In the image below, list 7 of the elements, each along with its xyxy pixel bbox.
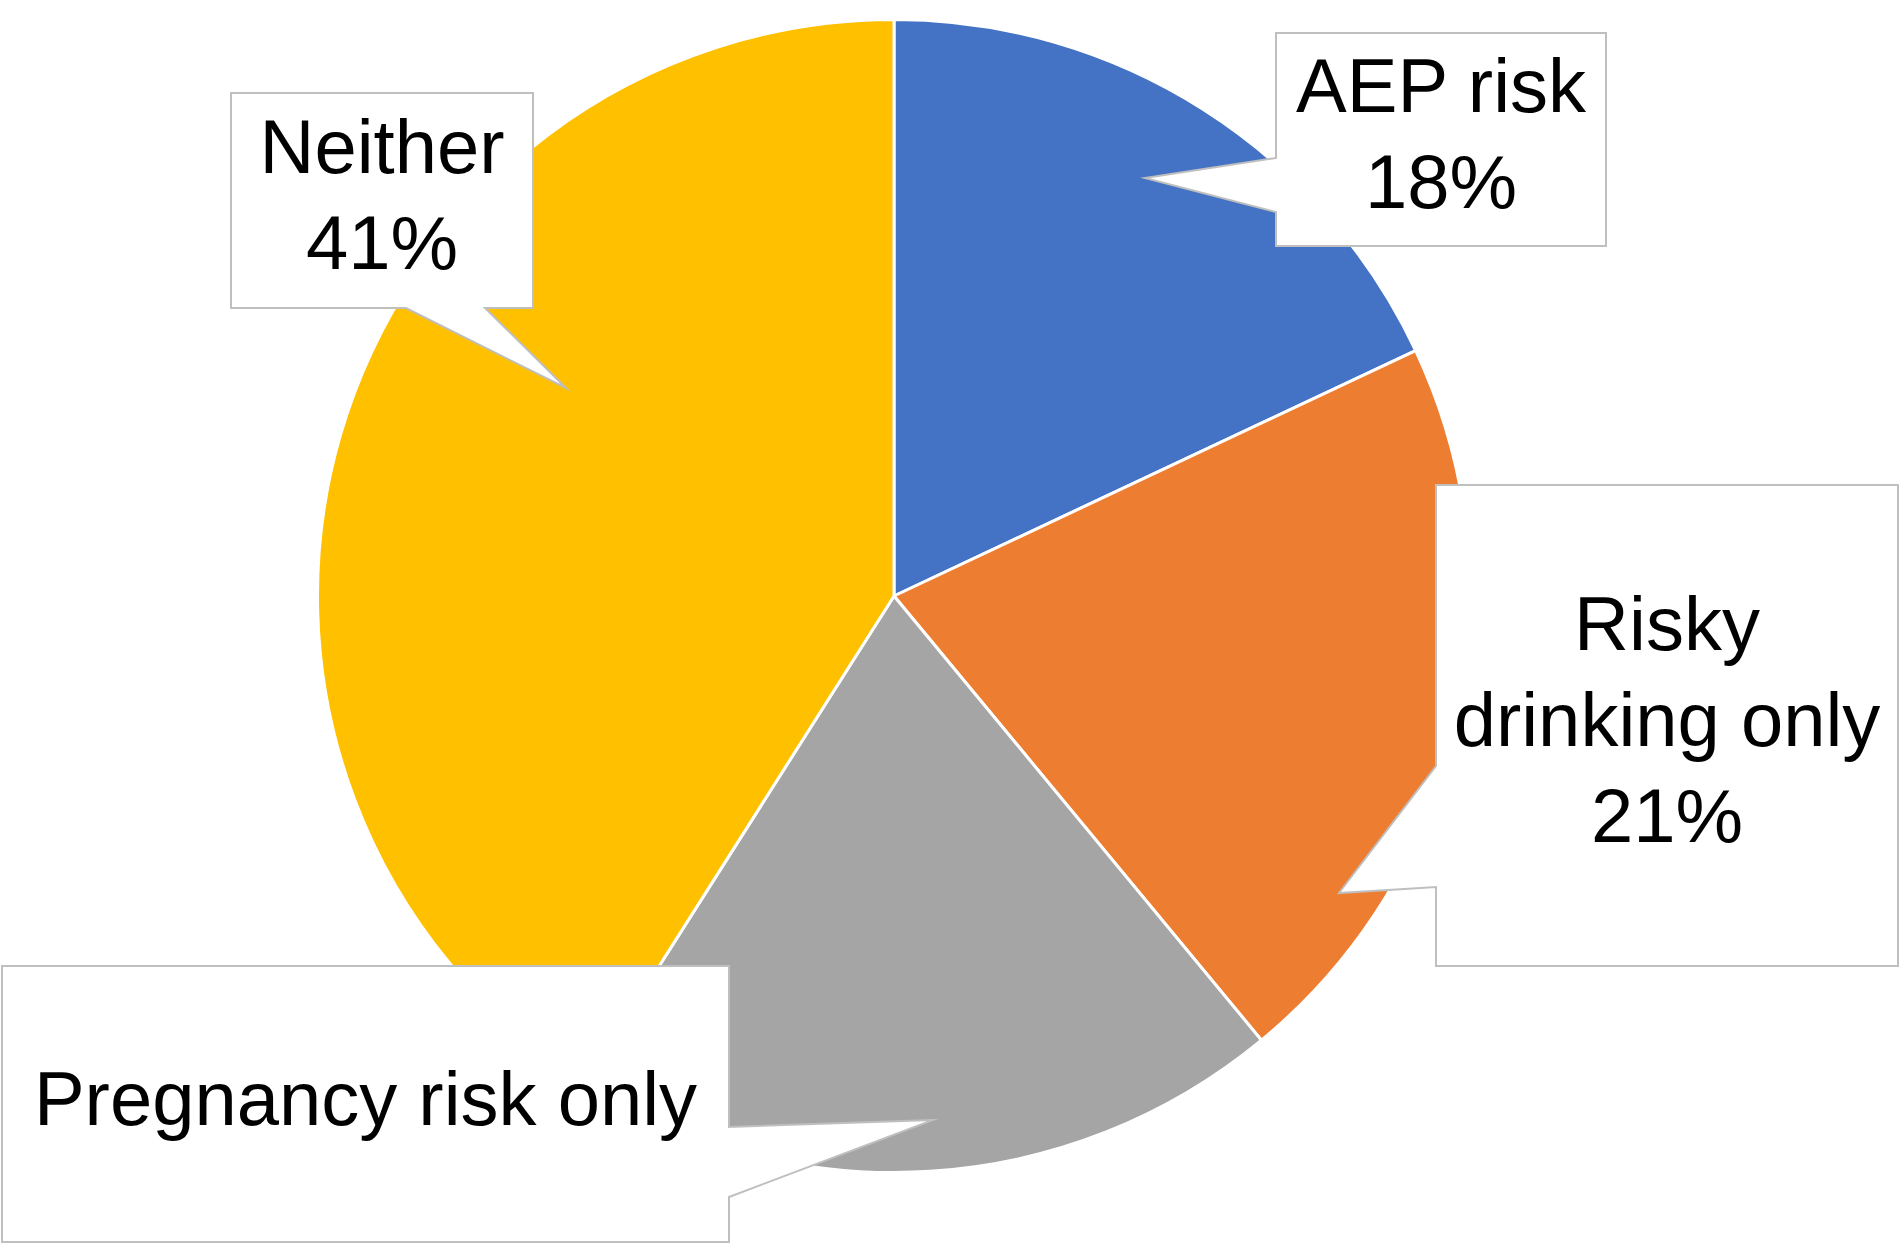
data-label: 18% — [1364, 139, 1518, 225]
slice-label: Neither — [259, 104, 505, 190]
data-label: 41% — [305, 200, 459, 286]
data-label: 21% — [1590, 773, 1744, 859]
slice-label: AEP risk — [1295, 43, 1587, 129]
slice-label: Risky drinking only — [1453, 581, 1881, 763]
slice-label: Pregnancy risk only — [33, 1055, 698, 1141]
